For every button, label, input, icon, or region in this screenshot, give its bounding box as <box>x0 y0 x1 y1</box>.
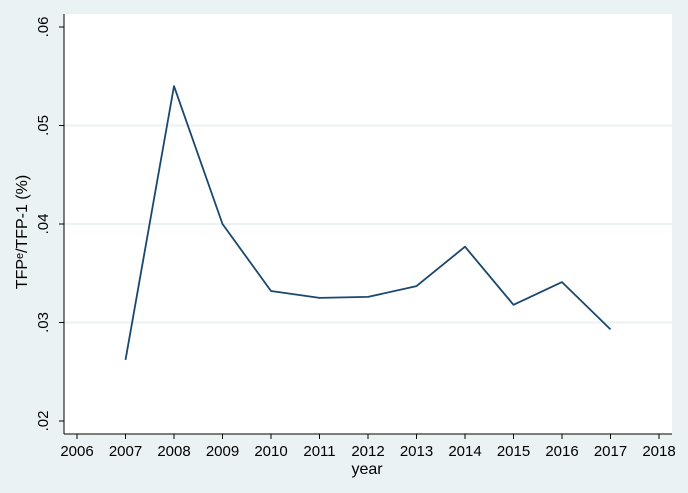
x-tick-label: 2013 <box>400 443 433 460</box>
series-line <box>124 85 612 361</box>
x-tick-label: 2007 <box>109 443 142 460</box>
axes: .02 .03 .04 .05 .06 2006 2007 2008 2009 2010 2011 2… <box>35 14 676 460</box>
series <box>124 85 612 361</box>
y-tick-label: .04 <box>35 214 52 235</box>
x-tick-label: 2014 <box>448 443 481 460</box>
x-tick-label: 2008 <box>157 443 190 460</box>
x-tick-label: 2016 <box>545 443 578 460</box>
x-tick-label: 2009 <box>206 443 239 460</box>
x-axis-label: year <box>351 461 383 478</box>
y-axis-label: TFPᵉ/TFP-1 (%) <box>14 175 31 289</box>
x-tick-label: 2011 <box>303 443 335 460</box>
y-tick-label: .03 <box>35 312 52 333</box>
x-tick-label: 2012 <box>351 443 384 460</box>
x-tick-label: 2015 <box>497 443 530 460</box>
y-tick-label: .06 <box>35 17 52 38</box>
x-tick-label: 2006 <box>60 443 93 460</box>
y-tick-label: .05 <box>35 115 52 136</box>
x-tick-label: 2017 <box>594 443 627 460</box>
x-tick-label: 2010 <box>254 443 287 460</box>
gridlines <box>64 124 672 324</box>
y-tick-label: .02 <box>35 411 52 432</box>
x-tick-label: 2018 <box>642 443 675 460</box>
